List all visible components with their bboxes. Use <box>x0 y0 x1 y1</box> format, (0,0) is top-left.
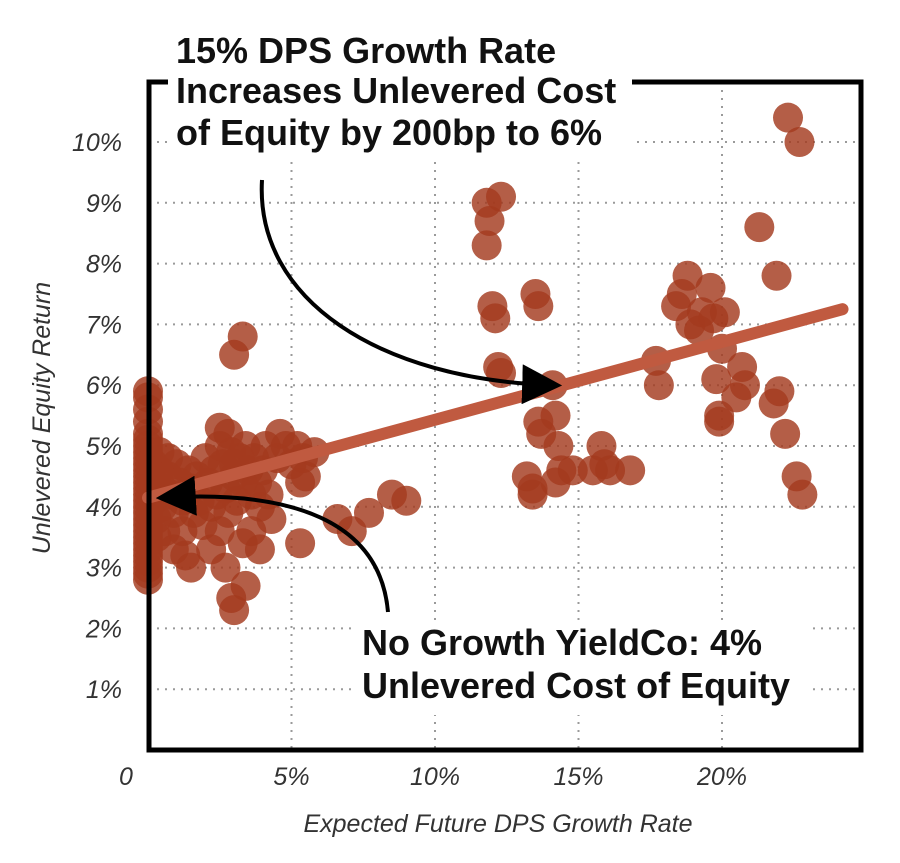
data-point <box>773 102 804 133</box>
data-point <box>761 260 792 291</box>
y-tick-label: 8% <box>86 251 122 279</box>
data-point <box>391 485 422 516</box>
trend-line <box>142 303 849 504</box>
data-point <box>643 370 674 401</box>
data-point <box>210 552 241 583</box>
data-point <box>701 364 732 395</box>
data-point <box>244 534 275 565</box>
axis-ticks: 1% 2% 3% 4% 5% 6% 7% 8% 9% 10% 0 5% 10% 15% 20% <box>72 129 747 791</box>
y-tick-label: 7% <box>86 311 122 339</box>
data-point <box>672 260 703 291</box>
data-point <box>486 181 517 212</box>
data-point <box>219 595 250 626</box>
data-point <box>709 297 740 328</box>
data-point <box>615 455 646 486</box>
x-tick-label: 0 <box>119 763 133 791</box>
y-tick-label: 4% <box>86 494 122 522</box>
data-point <box>695 272 726 303</box>
data-point <box>474 206 505 237</box>
y-tick-label: 1% <box>86 676 122 704</box>
x-tick-label: 5% <box>273 763 309 791</box>
data-point <box>471 230 502 261</box>
annotation-bottom-line-2: Unlevered Cost of Equity <box>362 665 790 706</box>
data-point <box>353 497 384 528</box>
data-point <box>704 406 735 437</box>
annotation-top-line-2: Increases Unlevered Cost <box>176 70 616 111</box>
data-points <box>133 102 818 626</box>
annotation-bottom-line-1: No Growth YieldCo: 4% <box>362 622 762 663</box>
data-point <box>517 479 548 510</box>
data-point <box>540 400 571 431</box>
data-point <box>204 412 235 443</box>
y-tick-label: 9% <box>86 190 122 218</box>
annotation-bottom-backdrop <box>352 620 812 715</box>
data-point <box>480 303 511 334</box>
annotation-top-line-1: 15% DPS Growth Rate <box>176 30 556 71</box>
y-tick-label: 3% <box>86 555 122 583</box>
x-tick-label: 15% <box>553 763 603 791</box>
annotation-bottom-arrow <box>155 475 390 613</box>
data-point <box>729 370 760 401</box>
data-point <box>543 431 574 461</box>
x-tick-label: 10% <box>410 763 460 791</box>
trend-line-group <box>142 303 849 504</box>
y-tick-label: 6% <box>86 372 122 400</box>
annotation-top-arrow <box>259 179 563 405</box>
x-axis-title: Expected Future DPS Growth Rate <box>303 810 692 838</box>
data-point <box>256 503 287 534</box>
data-point <box>784 127 815 157</box>
data-point <box>176 552 207 583</box>
data-point <box>230 570 261 601</box>
y-tick-label: 10% <box>72 129 122 157</box>
data-point <box>744 212 775 243</box>
y-axis-title: Unlevered Equity Return <box>28 282 56 554</box>
annotation-top-line-3: of Equity by 200bp to 6% <box>176 112 602 153</box>
data-point <box>764 376 795 407</box>
annotation-top-backdrop <box>168 28 632 160</box>
data-point <box>770 418 801 449</box>
x-tick-label: 20% <box>696 763 747 791</box>
data-point <box>227 321 258 352</box>
y-tick-label: 2% <box>85 615 122 643</box>
data-point <box>290 461 321 492</box>
y-tick-label: 5% <box>86 433 122 461</box>
data-point <box>523 291 554 322</box>
data-point <box>787 479 818 510</box>
data-point <box>285 528 316 559</box>
